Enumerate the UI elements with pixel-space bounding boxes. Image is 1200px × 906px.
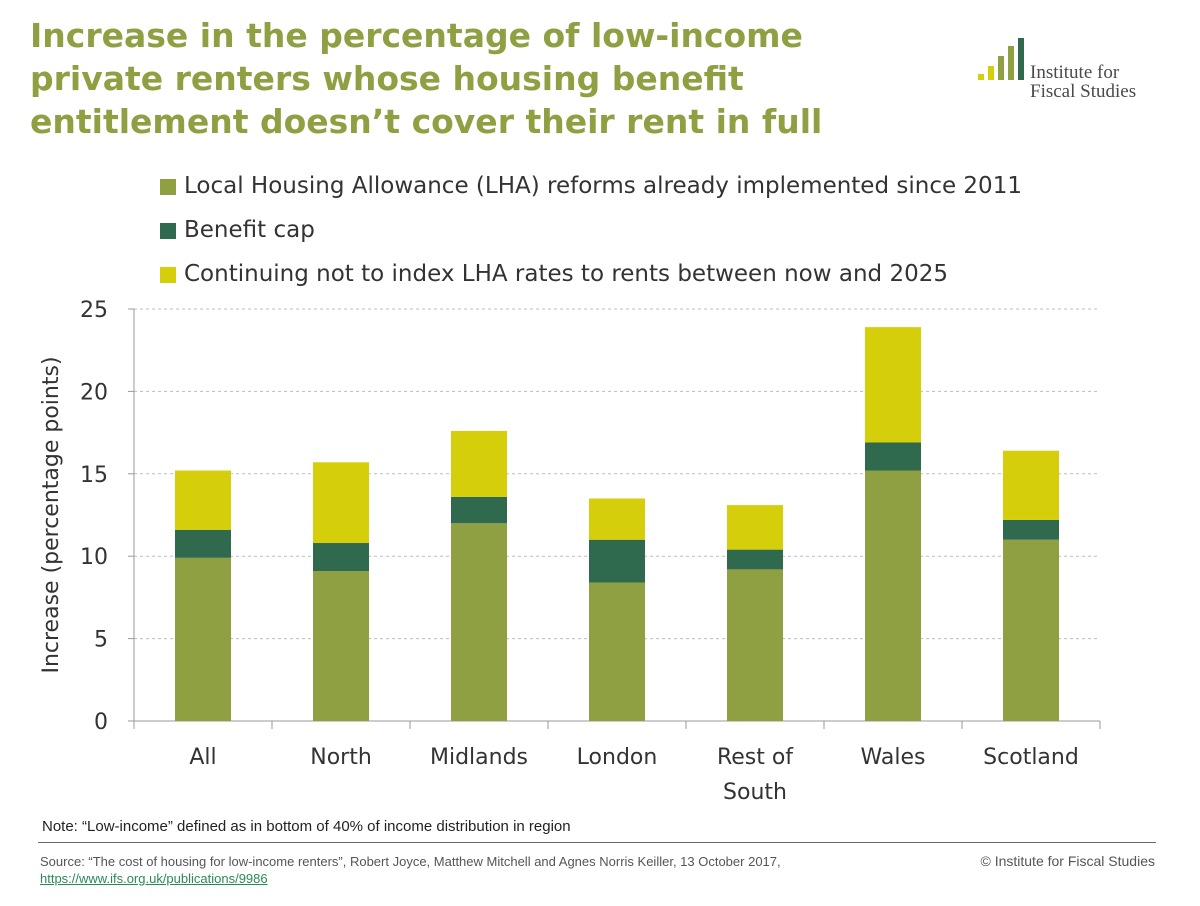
bar-segment-benefit-cap	[865, 442, 921, 471]
x-tick-label: South	[723, 780, 787, 805]
logo-bar-4	[1008, 46, 1014, 80]
bar-segment-benefit-cap	[589, 539, 645, 583]
bar-segment-lha	[313, 571, 369, 721]
x-tick-label: London	[577, 745, 658, 770]
logo-bar-1	[978, 74, 984, 80]
source-citation: Source: “The cost of housing for low-inc…	[40, 854, 781, 869]
bar-segment-lha	[589, 582, 645, 721]
source-link[interactable]: https://www.ifs.org.uk/publications/9986	[40, 871, 268, 886]
x-tick-label: Midlands	[430, 745, 528, 770]
y-tick-label: 10	[80, 545, 108, 570]
x-tick-label: Scotland	[983, 745, 1079, 770]
bar-segment-not-index	[451, 430, 507, 497]
bar-segment-benefit-cap	[175, 529, 231, 558]
chart-note: Note: “Low-income” defined as in bottom …	[42, 818, 571, 835]
bar-segment-benefit-cap	[1003, 519, 1059, 540]
bar-segment-not-index	[1003, 450, 1059, 520]
logo-bar-2	[988, 66, 994, 80]
logo-line-1: Institute for	[1030, 62, 1120, 83]
logo-bar-5	[1018, 38, 1024, 80]
logo-text: Institute for Fiscal Studies	[1030, 63, 1136, 101]
y-axis-title: Increase (percentage points)	[39, 356, 64, 673]
legend-label-benefit-cap: Benefit cap	[184, 217, 315, 243]
bar-segment-not-index	[175, 470, 231, 530]
bar-segment-not-index	[589, 498, 645, 540]
legend-label-not-index: Continuing not to index LHA rates to ren…	[184, 261, 948, 287]
legend-label-lha: Local Housing Allowance (LHA) reforms al…	[184, 173, 1022, 199]
legend-swatch-benefit-cap	[160, 223, 176, 239]
x-tick-label: Wales	[861, 745, 926, 770]
logo-bar-3	[998, 56, 1004, 80]
bar-segment-not-index	[313, 462, 369, 544]
y-tick-label: 5	[94, 628, 108, 653]
y-tick-label: 20	[80, 380, 108, 405]
bar-segment-benefit-cap	[313, 543, 369, 572]
bar-segment-lha	[865, 470, 921, 721]
logo-line-2: Fiscal Studies	[1030, 81, 1137, 102]
chart-title: Increase in the percentage of low-income…	[30, 16, 823, 141]
bar-segment-benefit-cap	[451, 496, 507, 524]
bar-segment-benefit-cap	[727, 549, 783, 570]
source-text: Source: “The cost of housing for low-inc…	[40, 853, 781, 887]
footer-divider	[38, 842, 1156, 843]
x-tick-label: Rest of	[717, 745, 794, 770]
x-tick-label: All	[189, 745, 216, 770]
y-tick-label: 0	[94, 710, 108, 735]
ifs-logo-icon	[978, 38, 1024, 80]
y-tick-label: 25	[80, 298, 108, 323]
bar-segment-not-index	[727, 505, 783, 550]
bar-segment-lha	[1003, 539, 1059, 721]
x-tick-label: North	[310, 745, 372, 770]
bar-segment-lha	[175, 557, 231, 721]
y-tick-label: 15	[80, 463, 108, 488]
copyright: © Institute for Fiscal Studies	[980, 853, 1156, 869]
legend-swatch-lha	[160, 179, 176, 195]
bar-segment-lha	[451, 523, 507, 721]
legend-swatch-not-index	[160, 267, 176, 283]
bar-segment-not-index	[865, 327, 921, 443]
bar-segment-lha	[727, 569, 783, 721]
